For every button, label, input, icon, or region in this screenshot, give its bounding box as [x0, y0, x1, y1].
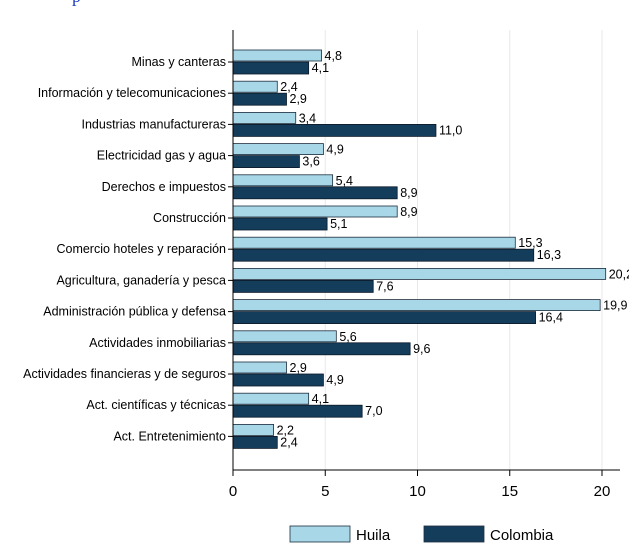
- bar-huila-1: [232, 80, 278, 93]
- x-tick-label-4: 20: [594, 483, 611, 500]
- bar-colombia-0: [232, 61, 310, 75]
- value-label-colombia-4: 8,9: [400, 186, 417, 200]
- axes: [228, 30, 620, 476]
- category-label-0: Minas y canteras: [132, 55, 226, 69]
- category-label-7: Agricultura, ganadería y pesca: [56, 273, 226, 287]
- value-label-huila-11: 4,1: [312, 392, 329, 406]
- bar-colombia-7: [232, 279, 374, 293]
- category-label-5: Construcción: [153, 211, 226, 225]
- bar-colombia-12: [232, 435, 278, 449]
- value-label-huila-8: 19,9: [603, 299, 627, 313]
- page-header-fragment: p: [0, 0, 629, 8]
- category-label-12: Act. Entretenimiento: [113, 429, 226, 443]
- bar-colombia-8: [232, 311, 536, 325]
- category-label-3: Electricidad gas y agua: [97, 149, 226, 163]
- bars: [232, 49, 607, 449]
- legend-swatch-huila: [289, 525, 351, 543]
- bar-colombia-1: [232, 92, 287, 106]
- bar-colombia-2: [232, 124, 437, 137]
- category-label-1: Información y telecomunicaciones: [38, 86, 226, 100]
- x-tick-label-1: 5: [321, 483, 329, 500]
- value-label-colombia-7: 7,6: [376, 279, 393, 293]
- category-label-9: Actividades inmobiliarias: [89, 336, 226, 350]
- category-label-4: Derechos e impuestos: [102, 180, 226, 194]
- bar-colombia-4: [232, 186, 398, 200]
- bar-colombia-6: [232, 248, 535, 262]
- category-label-2: Industrias manufactureras: [81, 117, 226, 131]
- bar-huila-3: [232, 143, 324, 156]
- bar-huila-7: [232, 267, 607, 280]
- value-label-huila-5: 8,9: [400, 205, 417, 219]
- bar-colombia-9: [232, 342, 411, 356]
- x-tick-label-2: 10: [409, 483, 426, 500]
- bar-huila-0: [232, 49, 322, 62]
- bar-huila-2: [232, 112, 297, 124]
- bar-colombia-11: [232, 404, 363, 418]
- category-label-8: Administración pública y defensa: [43, 305, 226, 319]
- value-label-huila-7: 20,2: [609, 267, 629, 281]
- category-label-11: Act. científicas y técnicas: [86, 398, 226, 412]
- value-label-huila-3: 4,9: [326, 143, 343, 157]
- legend-swatch-colombia: [423, 525, 485, 543]
- legend: Huila Colombia: [289, 525, 554, 544]
- page-header-text: p: [72, 0, 81, 7]
- x-tick-label-0: 0: [229, 483, 237, 500]
- value-label-colombia-9: 9,6: [413, 342, 430, 356]
- value-label-colombia-8: 16,4: [539, 311, 563, 325]
- value-label-colombia-10: 4,9: [326, 373, 343, 387]
- value-label-colombia-5: 5,1: [330, 217, 347, 231]
- value-label-colombia-1: 2,9: [290, 92, 307, 106]
- bar-colombia-5: [232, 217, 328, 231]
- category-label-6: Comercio hoteles y reparación: [56, 242, 226, 256]
- value-label-colombia-2: 11,0: [439, 123, 462, 137]
- bar-huila-10: [232, 361, 287, 374]
- bar-huila-11: [232, 392, 310, 405]
- value-label-huila-1: 2,4: [280, 80, 297, 94]
- value-label-colombia-3: 3,6: [302, 155, 319, 169]
- category-label-10: Actividades financieras y de seguros: [23, 367, 226, 381]
- value-label-colombia-6: 16,3: [537, 248, 561, 262]
- value-label-huila-4: 5,4: [336, 174, 353, 188]
- value-label-colombia-11: 7,0: [365, 404, 382, 418]
- bar-huila-4: [232, 174, 334, 187]
- legend-label-colombia: Colombia: [490, 527, 554, 544]
- bar-huila-5: [232, 205, 398, 218]
- bar-colombia-10: [232, 373, 324, 387]
- value-label-huila-2: 3,4: [299, 111, 316, 125]
- value-label-colombia-0: 4,1: [312, 61, 329, 75]
- bar-huila-9: [232, 330, 337, 343]
- value-label-huila-6: 15,3: [518, 236, 542, 250]
- bar-huila-8: [232, 299, 601, 312]
- bar-colombia-3: [232, 155, 300, 169]
- value-label-huila-0: 4,8: [325, 49, 342, 63]
- value-label-huila-12: 2,2: [277, 423, 294, 437]
- legend-label-huila: Huila: [356, 527, 391, 544]
- value-label-huila-10: 2,9: [290, 361, 307, 375]
- bar-huila-12: [232, 423, 274, 436]
- x-tick-label-3: 15: [501, 483, 518, 500]
- value-label-huila-9: 5,6: [339, 330, 356, 344]
- value-label-colombia-12: 2,4: [280, 435, 297, 449]
- bar-huila-6: [232, 236, 516, 249]
